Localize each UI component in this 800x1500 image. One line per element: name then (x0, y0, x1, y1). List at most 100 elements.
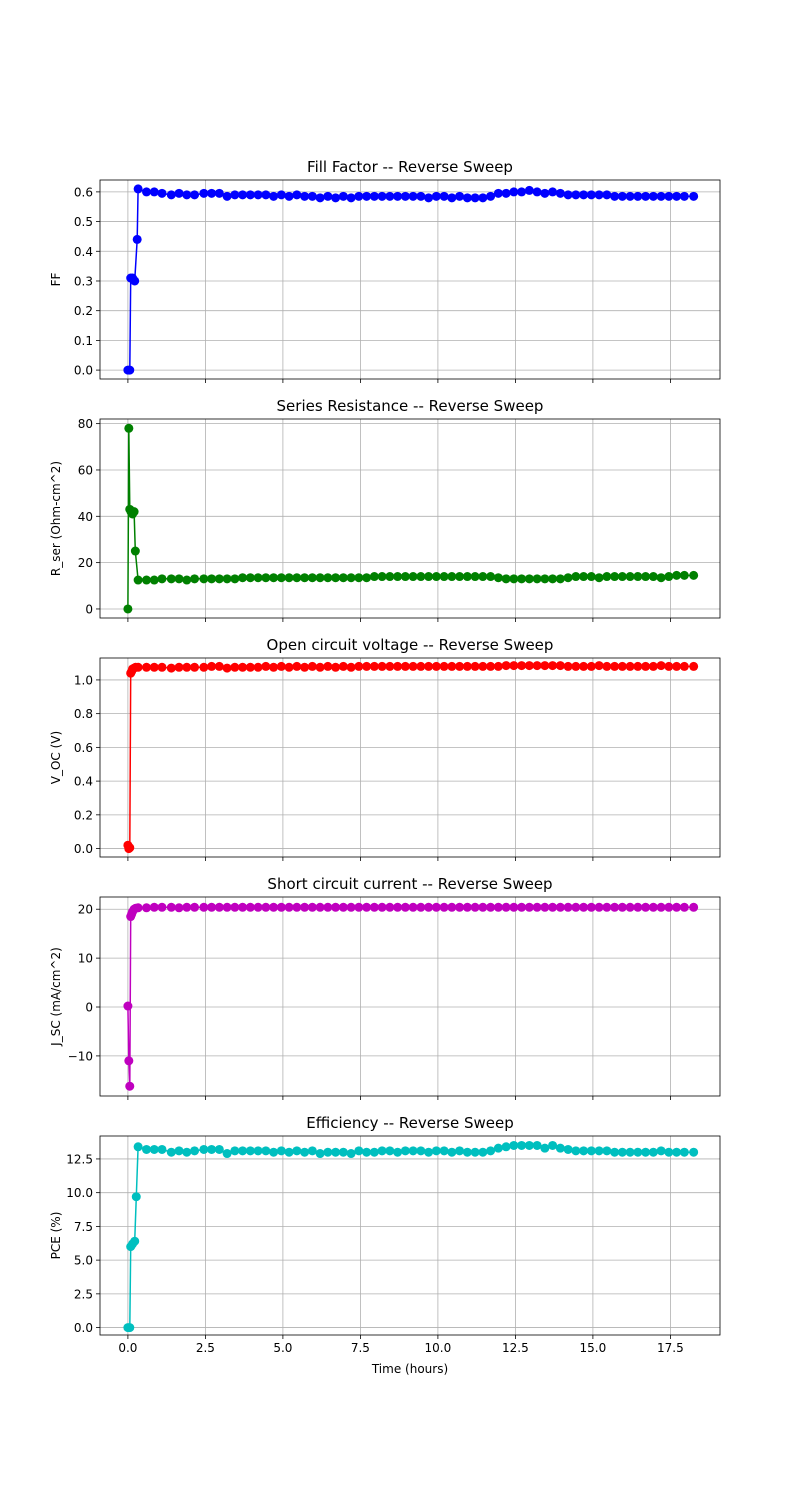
data-point (125, 843, 135, 853)
data-point (462, 572, 472, 582)
data-point (261, 190, 271, 200)
data-point (625, 191, 635, 201)
data-point (470, 902, 480, 912)
data-point (323, 661, 333, 671)
data-point (166, 1147, 176, 1157)
data-point (416, 661, 426, 671)
data-point (230, 574, 240, 584)
data-point (214, 661, 224, 671)
data-point (656, 902, 666, 912)
data-point (182, 902, 192, 912)
data-point (331, 662, 341, 672)
data-point (602, 902, 612, 912)
data-point (182, 190, 192, 200)
data-point (354, 661, 364, 671)
x-tick-label: 5.0 (273, 1341, 292, 1355)
data-point (439, 1146, 449, 1156)
data-point (408, 191, 418, 201)
x-axis-label: Time (hours) (371, 1362, 448, 1376)
subplot-title: Series Resistance -- Reverse Sweep (277, 397, 544, 415)
data-point (125, 365, 135, 375)
y-tick-label: 20 (78, 556, 93, 570)
y-tick-label: 0.2 (74, 808, 93, 822)
data-point (610, 572, 620, 582)
data-point (377, 902, 387, 912)
data-point (346, 902, 356, 912)
data-point (416, 572, 426, 582)
data-point (625, 572, 635, 582)
data-point (142, 662, 151, 672)
data-point (125, 1323, 135, 1333)
series-line (127, 187, 694, 371)
data-point (641, 572, 651, 582)
data-point (315, 1149, 325, 1159)
data-point (315, 902, 325, 912)
data-point (362, 573, 372, 583)
data-point (190, 662, 200, 672)
data-point (393, 902, 403, 912)
subplot-title: Efficiency -- Reverse Sweep (306, 1114, 513, 1132)
data-point (292, 661, 302, 671)
data-point (424, 902, 434, 912)
data-point (455, 572, 465, 582)
data-point (131, 1192, 141, 1202)
series-line (127, 906, 694, 1087)
data-point (517, 1140, 527, 1150)
data-point (230, 1146, 240, 1156)
data-point (689, 191, 699, 201)
data-point (199, 574, 209, 584)
data-point (517, 661, 527, 671)
data-point (610, 902, 620, 912)
data-point (548, 187, 558, 197)
x-tick-label: 15.0 (580, 1341, 607, 1355)
data-point (130, 276, 140, 286)
data-point (130, 1236, 140, 1246)
data-point (555, 1143, 565, 1153)
data-point (354, 191, 364, 201)
data-point (431, 572, 441, 582)
data-point (540, 902, 550, 912)
y-tick-label: 0.3 (74, 274, 93, 288)
data-point (261, 902, 271, 912)
data-point (130, 546, 140, 556)
data-point (142, 903, 151, 913)
data-point (517, 187, 527, 197)
data-point (571, 190, 581, 200)
data-point (230, 190, 240, 200)
data-point (393, 1147, 403, 1157)
data-point (679, 1147, 689, 1157)
data-point (447, 661, 457, 671)
data-point (400, 572, 410, 582)
data-point (610, 661, 620, 671)
data-point (315, 193, 325, 203)
x-tick-label: 10.0 (425, 1341, 452, 1355)
x-tick-label: 7.5 (351, 1341, 370, 1355)
data-point (555, 574, 565, 584)
data-point (400, 191, 410, 201)
data-point (648, 1147, 658, 1157)
data-point (416, 1146, 426, 1156)
y-tick-label: 10.0 (66, 1186, 93, 1200)
data-point (462, 661, 472, 671)
data-point (124, 1056, 134, 1066)
data-point (501, 902, 511, 912)
data-point (501, 1142, 511, 1152)
data-point (245, 1146, 255, 1156)
data-point (617, 1147, 627, 1157)
data-point (431, 902, 441, 912)
data-point (408, 902, 418, 912)
data-point (586, 1146, 596, 1156)
data-point (338, 902, 348, 912)
data-point (633, 191, 643, 201)
axes-frame (99, 418, 721, 619)
data-point (617, 902, 627, 912)
y-tick-label: 2.5 (74, 1287, 93, 1301)
data-point (431, 661, 441, 671)
data-point (182, 662, 192, 672)
y-tick-label: 40 (78, 510, 93, 524)
data-point (617, 191, 627, 201)
data-point (424, 661, 434, 671)
data-point (133, 184, 143, 194)
data-point (166, 663, 176, 673)
